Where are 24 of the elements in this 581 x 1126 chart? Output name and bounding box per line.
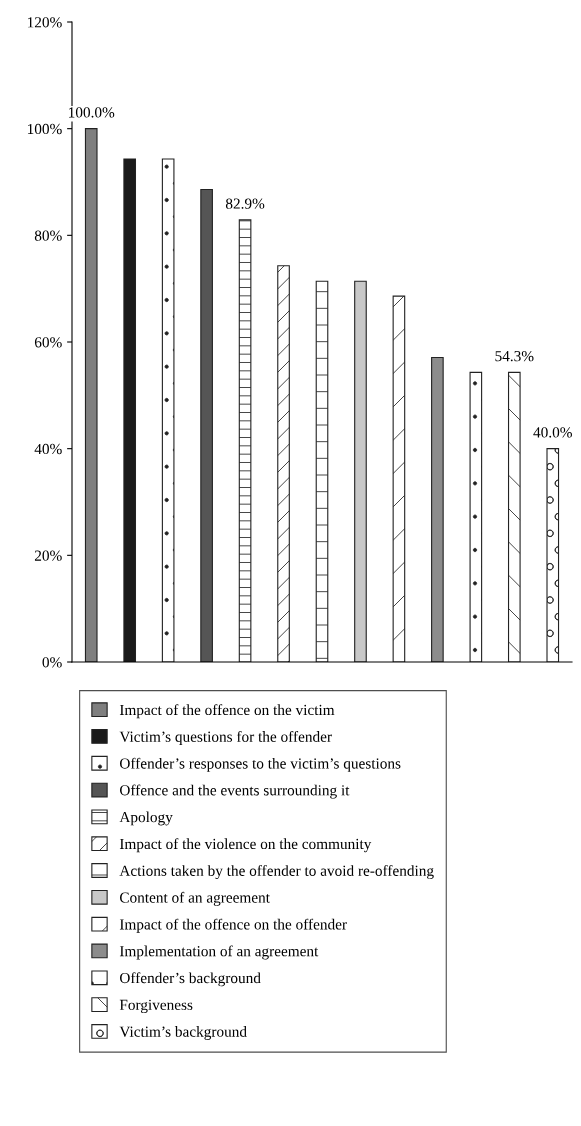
y-tick-label: 40% — [34, 443, 62, 455]
legend-label: Offender’s background — [119, 972, 261, 987]
data-label: 54.3% — [495, 350, 534, 362]
legend-label: Content of an agreement — [119, 891, 270, 906]
data-label: 100.0% — [69, 107, 115, 118]
legend-label: Impact of the offence on the offender — [119, 918, 347, 933]
data-label: 82.9% — [225, 198, 265, 209]
y-tick-label: 0% — [42, 657, 62, 668]
legend-label: Apology — [119, 811, 173, 826]
legend-label: Forgiveness — [119, 999, 193, 1014]
data-label: 40.0% — [533, 427, 572, 438]
legend-label: Offender’s responses to the victim’s questions — [119, 757, 401, 772]
legend-label: Impact of the violence on the community — [119, 838, 372, 853]
y-tick-label: 120% — [27, 17, 62, 28]
y-tick-label: 60% — [34, 337, 62, 348]
legend-label: Actions taken by the offender to avoid re-offending — [119, 864, 434, 880]
legend-label: Victim’s questions for the offender — [119, 730, 332, 745]
legend-label: Implementation of an agreement — [119, 945, 319, 960]
y-tick-label: 80% — [34, 230, 62, 241]
legend-label: Offence and the events surrounding it — [119, 784, 350, 799]
y-tick-label: 100% — [27, 123, 62, 135]
y-tick-label: 20% — [34, 550, 62, 561]
legend-label: Victim’s background — [119, 1026, 247, 1040]
legend-label: Impact of the offence on the victim — [119, 704, 335, 719]
